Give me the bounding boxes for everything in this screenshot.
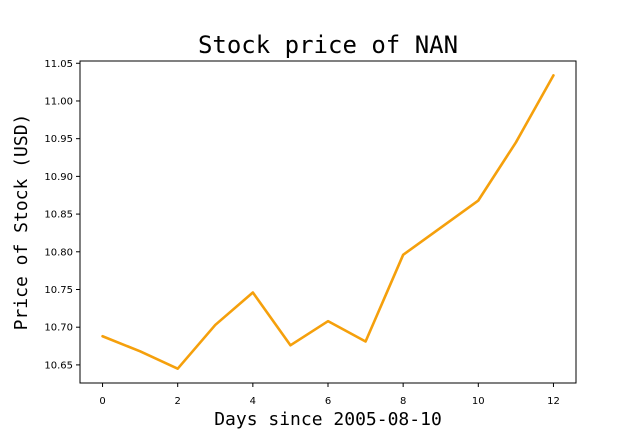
y-tick-label: 10.75 <box>44 285 73 296</box>
y-tick-label: 10.90 <box>44 172 73 183</box>
y-tick-label: 10.70 <box>44 323 73 334</box>
x-tick-label: 8 <box>400 396 406 407</box>
x-tick-label: 4 <box>250 396 256 407</box>
x-axis-label: Days since 2005-08-10 <box>214 409 442 430</box>
x-tick-label: 10 <box>472 396 485 407</box>
plot-area-frame <box>79 60 577 384</box>
y-tick-label: 10.80 <box>44 247 73 258</box>
x-tick-label: 12 <box>547 396 560 407</box>
y-tick-label: 10.65 <box>44 360 73 371</box>
x-tick-label: 2 <box>175 396 181 407</box>
y-tick-label: 10.95 <box>44 134 73 145</box>
series-line <box>101 74 555 370</box>
x-tick-label: 0 <box>99 396 105 407</box>
series-layer <box>101 74 555 370</box>
y-tick-label: 10.85 <box>44 210 73 221</box>
y-axis-label: Price of Stock (USD) <box>11 114 32 331</box>
x-axis: 0 2 4 6 8 10 12 <box>99 383 560 407</box>
y-axis: 10.65 10.70 10.75 10.80 10.85 10.90 10.95 11.00… <box>44 59 80 371</box>
chart-title: Stock price of NAN <box>198 31 458 59</box>
x-tick-label: 6 <box>325 396 331 407</box>
y-tick-label: 11.00 <box>44 96 73 107</box>
y-tick-label: 11.05 <box>44 59 73 70</box>
